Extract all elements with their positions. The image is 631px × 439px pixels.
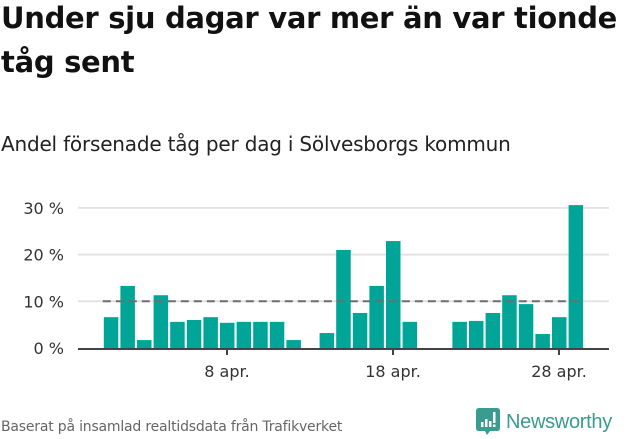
bar xyxy=(319,333,335,348)
bar xyxy=(402,321,418,348)
bar-chart: 0 % 10 % 20 % 30 % 8 apr. 18 apr. 28 apr. xyxy=(23,199,609,381)
bar xyxy=(336,249,351,348)
newsworthy-logo-icon xyxy=(476,408,500,435)
bar xyxy=(469,320,484,348)
x-tick-label: 28 apr. xyxy=(531,362,587,381)
bar xyxy=(137,340,152,348)
bar xyxy=(352,312,368,348)
bar xyxy=(568,205,584,348)
bar xyxy=(502,295,517,348)
bar xyxy=(552,317,567,348)
x-tick-label: 18 apr. xyxy=(365,362,421,381)
chart-title: Under sju dagar var mer än var tionde tå… xyxy=(1,1,618,79)
y-tick-label: 10 % xyxy=(23,292,64,311)
bar xyxy=(369,285,384,348)
x-tick-label: 8 apr. xyxy=(204,362,249,381)
y-tick-label: 0 % xyxy=(34,339,64,358)
chart-subtitle: Andel försenade tåg per dag i Sölvesborg… xyxy=(1,132,511,156)
bar xyxy=(236,321,252,348)
bar xyxy=(269,321,285,348)
bar xyxy=(518,304,534,348)
bar xyxy=(220,322,235,348)
bar xyxy=(485,312,501,348)
bars xyxy=(103,205,584,348)
source-note: Baserat på insamlad realtidsdata från Tr… xyxy=(1,419,343,435)
bar xyxy=(386,241,401,348)
newsworthy-logo[interactable]: Newsworthy xyxy=(476,408,612,436)
bar xyxy=(120,285,135,348)
bar xyxy=(153,295,169,348)
bar xyxy=(286,340,301,348)
bar xyxy=(452,321,467,348)
bar xyxy=(170,321,185,348)
y-axis-labels: 0 % 10 % 20 % 30 % xyxy=(23,199,64,358)
y-tick-label: 20 % xyxy=(23,246,64,265)
bar xyxy=(535,333,550,348)
x-axis: 8 apr. 18 apr. 28 apr. xyxy=(78,348,609,381)
logo-text: Newsworthy xyxy=(506,410,612,433)
y-tick-label: 30 % xyxy=(23,199,64,218)
bar xyxy=(186,319,202,348)
bar xyxy=(203,317,218,348)
bar xyxy=(253,321,268,348)
bar xyxy=(103,317,119,348)
